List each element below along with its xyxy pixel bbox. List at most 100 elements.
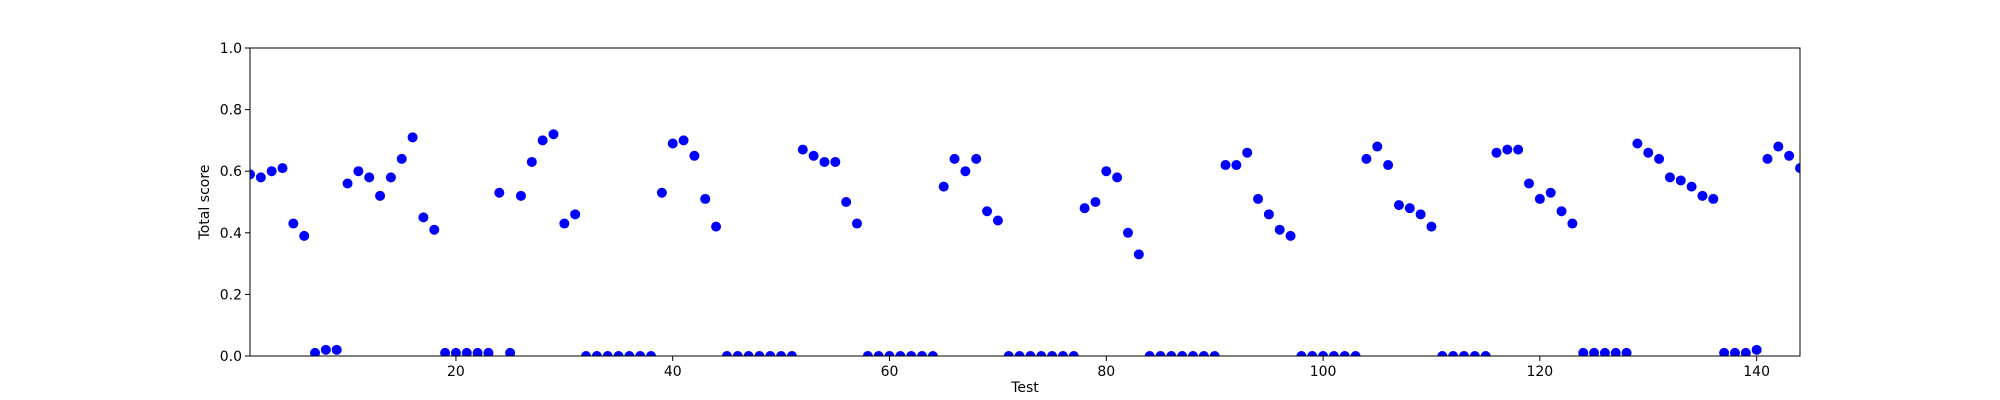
data-point [1621, 347, 1632, 356]
data-point [1784, 150, 1795, 161]
data-point [1047, 351, 1058, 356]
data-point [526, 156, 537, 167]
data-point [440, 347, 451, 356]
data-point [1318, 351, 1329, 356]
x-tick-label: 120 [1526, 364, 1553, 380]
data-point [1144, 351, 1155, 356]
data-point [266, 166, 277, 177]
data-point [483, 347, 494, 356]
data-point [841, 197, 852, 207]
data-point [884, 351, 895, 356]
data-point [1177, 351, 1188, 356]
x-tick-label: 140 [1743, 364, 1770, 380]
data-point [1209, 351, 1220, 356]
data-point [1328, 351, 1339, 356]
data-point [1795, 163, 1800, 174]
data-point [656, 187, 667, 198]
data-point [1578, 347, 1589, 356]
y-tick-label: 0.6 [220, 164, 242, 180]
data-point [1068, 351, 1079, 356]
data-point [1231, 160, 1242, 171]
data-point [429, 224, 440, 235]
data-point [385, 172, 396, 183]
data-point [1751, 344, 1762, 355]
x-tick-label: 20 [447, 364, 465, 380]
data-point [1383, 160, 1394, 171]
data-point [1448, 351, 1459, 356]
y-tick-label: 0.8 [220, 103, 242, 119]
data-point [700, 193, 711, 204]
data-point [1599, 347, 1610, 356]
data-point [754, 351, 765, 356]
y-axis-label: Total score [197, 165, 213, 241]
data-point [927, 351, 938, 356]
data-point [917, 351, 928, 356]
data-point [1307, 351, 1318, 356]
data-point [949, 153, 960, 164]
data-point [1697, 190, 1708, 201]
data-point [1610, 347, 1621, 356]
data-point [819, 156, 830, 167]
data-point [873, 351, 884, 356]
y-tick-label: 0.2 [220, 287, 242, 303]
data-point [1263, 209, 1274, 220]
data-point [689, 150, 700, 161]
data-point [1762, 153, 1773, 164]
data-point [537, 135, 548, 146]
y-tick-label: 0.0 [220, 349, 242, 365]
data-point [938, 181, 949, 192]
data-point [1643, 147, 1654, 158]
data-point [1350, 351, 1361, 356]
data-point [472, 347, 483, 356]
data-point [353, 166, 364, 177]
data-point [1415, 209, 1426, 220]
data-point [1729, 347, 1740, 356]
y-tick-label: 1.0 [220, 41, 242, 57]
data-point [418, 212, 429, 223]
data-point [613, 351, 624, 356]
data-point [342, 178, 353, 189]
data-point [1524, 178, 1535, 189]
data-point [1057, 351, 1068, 356]
data-point [1589, 347, 1600, 356]
data-point [635, 351, 646, 356]
data-point [678, 135, 689, 146]
data-point [375, 190, 386, 201]
data-point [1112, 172, 1123, 183]
data-point [786, 351, 797, 356]
y-tick-label: 0.4 [220, 226, 242, 242]
data-point [1513, 144, 1524, 155]
data-point [1480, 351, 1491, 356]
data-point [1708, 193, 1719, 204]
data-point [1296, 351, 1307, 356]
data-point [1458, 351, 1469, 356]
data-point [602, 351, 613, 356]
data-point [494, 187, 505, 198]
data-point [1372, 141, 1383, 152]
data-point [310, 347, 321, 356]
data-point [1220, 160, 1231, 171]
data-point [982, 206, 993, 217]
x-tick-label: 40 [664, 364, 682, 380]
data-point [1393, 200, 1404, 211]
data-point [591, 351, 602, 356]
data-point [1122, 227, 1133, 238]
data-point [548, 129, 559, 140]
data-point [1101, 166, 1112, 177]
data-point [1133, 249, 1144, 260]
data-point [667, 138, 678, 149]
data-point [505, 347, 516, 356]
data-point [1242, 147, 1253, 158]
data-point [862, 351, 873, 356]
data-point [992, 215, 1003, 226]
data-point [797, 144, 808, 155]
data-point [1003, 351, 1014, 356]
data-point [255, 172, 266, 183]
axes-frame [249, 47, 1801, 357]
data-point [570, 209, 581, 220]
data-point [581, 351, 592, 356]
data-point [711, 221, 722, 232]
data-point [1556, 206, 1567, 217]
data-point [1632, 138, 1643, 149]
